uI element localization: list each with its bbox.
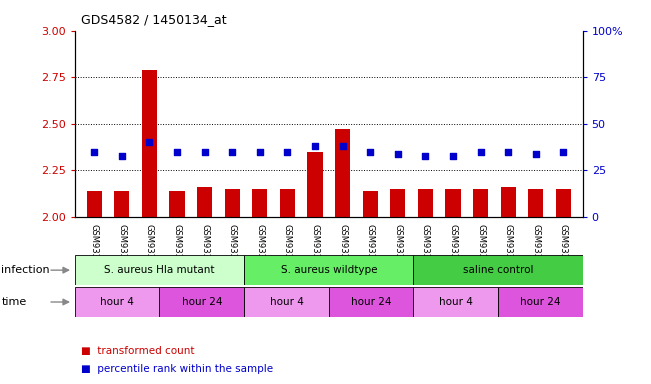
Bar xyxy=(159,287,244,317)
Point xyxy=(475,149,486,155)
Text: GSM933064: GSM933064 xyxy=(338,224,347,275)
Text: hour 24: hour 24 xyxy=(520,297,561,307)
Text: GSM933072: GSM933072 xyxy=(145,224,154,275)
Text: GSM933067: GSM933067 xyxy=(421,224,430,275)
Bar xyxy=(244,287,329,317)
Text: GSM933071: GSM933071 xyxy=(117,224,126,275)
Bar xyxy=(528,189,544,217)
Point xyxy=(558,149,568,155)
Bar xyxy=(75,255,244,285)
Bar xyxy=(473,189,488,217)
Text: GSM933074: GSM933074 xyxy=(283,224,292,275)
Text: GSM933068: GSM933068 xyxy=(449,224,458,275)
Bar xyxy=(280,189,295,217)
Text: GSM933069: GSM933069 xyxy=(476,224,485,275)
Bar xyxy=(329,287,413,317)
Text: GSM933075: GSM933075 xyxy=(311,224,320,275)
Point xyxy=(199,149,210,155)
Text: GDS4582 / 1450134_at: GDS4582 / 1450134_at xyxy=(81,13,227,26)
Text: GSM933066: GSM933066 xyxy=(393,224,402,275)
Point xyxy=(227,149,238,155)
Point xyxy=(144,139,154,146)
Point xyxy=(420,152,430,159)
Point xyxy=(393,151,403,157)
Bar xyxy=(87,191,102,217)
Text: S. aureus wildtype: S. aureus wildtype xyxy=(281,265,377,275)
Point xyxy=(255,149,265,155)
Bar xyxy=(225,189,240,217)
Text: GSM933073: GSM933073 xyxy=(255,224,264,275)
Text: GSM933065: GSM933065 xyxy=(366,224,374,275)
Bar xyxy=(390,189,406,217)
Bar xyxy=(114,191,130,217)
Text: hour 4: hour 4 xyxy=(100,297,134,307)
Bar xyxy=(413,255,583,285)
Text: hour 4: hour 4 xyxy=(270,297,303,307)
Bar xyxy=(556,189,571,217)
Point xyxy=(503,149,514,155)
Text: saline control: saline control xyxy=(463,265,533,275)
Bar xyxy=(418,189,433,217)
Point xyxy=(172,149,182,155)
Text: hour 4: hour 4 xyxy=(439,297,473,307)
Text: ■  percentile rank within the sample: ■ percentile rank within the sample xyxy=(81,364,273,374)
Bar xyxy=(363,191,378,217)
Point xyxy=(365,149,376,155)
Point xyxy=(337,143,348,149)
Bar xyxy=(445,189,460,217)
Point xyxy=(310,143,320,149)
Point xyxy=(531,151,541,157)
Bar xyxy=(501,187,516,217)
Bar xyxy=(252,189,268,217)
Text: infection: infection xyxy=(1,265,50,275)
Text: GSM933062: GSM933062 xyxy=(200,224,209,275)
Bar xyxy=(75,287,159,317)
Text: S. aureus Hla mutant: S. aureus Hla mutant xyxy=(104,265,215,275)
Text: GSM933061: GSM933061 xyxy=(173,224,182,275)
Text: time: time xyxy=(1,297,27,307)
Bar xyxy=(142,70,157,217)
Text: GSM933063: GSM933063 xyxy=(228,224,237,275)
Point xyxy=(117,152,127,159)
Point xyxy=(448,152,458,159)
Bar xyxy=(307,152,322,217)
Text: GSM933058: GSM933058 xyxy=(504,224,512,275)
Text: hour 24: hour 24 xyxy=(182,297,222,307)
Bar xyxy=(169,191,185,217)
Text: hour 24: hour 24 xyxy=(351,297,391,307)
Bar xyxy=(244,255,413,285)
Text: GSM933059: GSM933059 xyxy=(531,224,540,275)
Text: ■  transformed count: ■ transformed count xyxy=(81,346,195,356)
Text: GSM933060: GSM933060 xyxy=(559,224,568,275)
Bar xyxy=(197,187,212,217)
Point xyxy=(89,149,100,155)
Point xyxy=(282,149,292,155)
Bar xyxy=(335,129,350,217)
Text: GSM933070: GSM933070 xyxy=(90,224,99,275)
Bar xyxy=(498,287,583,317)
Bar xyxy=(413,287,498,317)
